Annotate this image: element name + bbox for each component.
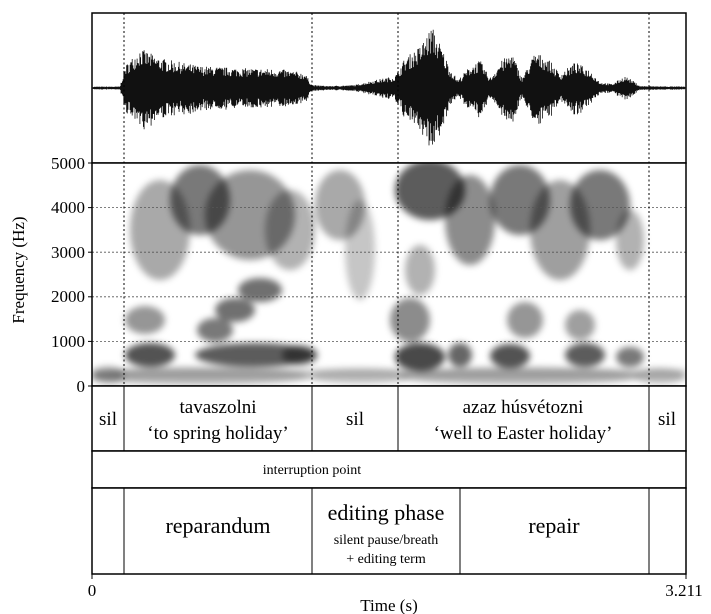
x-tick-label: 0 bbox=[88, 581, 97, 600]
point-tier bbox=[91, 450, 687, 489]
y-tick-label: 4000 bbox=[51, 198, 85, 217]
phase-tier bbox=[91, 487, 687, 575]
waveform bbox=[92, 29, 687, 146]
energy-region bbox=[507, 302, 543, 338]
interruption-point-label: interruption point bbox=[263, 463, 361, 478]
x-axis-label: Time (s) bbox=[360, 596, 417, 614]
word-gloss: ‘well to Easter holiday’ bbox=[434, 423, 613, 444]
x-tick-label: 3.211 bbox=[665, 581, 703, 600]
phase-sublabel: silent pause/breath bbox=[334, 533, 439, 548]
energy-region bbox=[616, 210, 644, 270]
energy-region bbox=[405, 245, 435, 295]
energy-region bbox=[197, 318, 233, 342]
energy-region bbox=[390, 298, 430, 342]
low-frequency-band bbox=[92, 369, 686, 379]
energy-region bbox=[125, 306, 165, 334]
phase-label: repair bbox=[528, 513, 580, 538]
energy-region bbox=[445, 175, 495, 265]
energy-region bbox=[195, 343, 315, 367]
word-label: sil bbox=[658, 409, 676, 430]
energy-region bbox=[125, 343, 175, 367]
word-gloss: ‘to spring holiday’ bbox=[147, 423, 288, 444]
boundary-lines bbox=[123, 13, 650, 386]
energy-region bbox=[282, 345, 318, 365]
word-label: tavaszolni bbox=[179, 397, 256, 418]
energy-region bbox=[565, 310, 595, 340]
y-axis-label: Frequency (Hz) bbox=[9, 216, 28, 323]
word-label: sil bbox=[99, 409, 117, 430]
energy-region bbox=[565, 343, 605, 367]
energy-region bbox=[395, 343, 445, 371]
energy-region bbox=[215, 298, 255, 322]
frequency-gridlines bbox=[92, 207, 686, 342]
energy-region bbox=[448, 343, 472, 367]
energy-region bbox=[490, 344, 530, 368]
word-label: sil bbox=[346, 409, 364, 430]
phase-label: reparandum bbox=[165, 513, 270, 538]
energy-region bbox=[265, 190, 315, 270]
phase-label: editing phase bbox=[328, 500, 445, 525]
energy-region bbox=[345, 200, 375, 300]
x-axis: 0 3.211 Time (s) bbox=[88, 574, 703, 614]
spectrogram-energy bbox=[92, 163, 686, 385]
y-tick-label: 5000 bbox=[51, 154, 85, 173]
y-tick-label: 1000 bbox=[51, 332, 85, 351]
energy-region bbox=[570, 170, 630, 240]
y-tick-label: 2000 bbox=[51, 287, 85, 306]
word-tier bbox=[91, 385, 687, 452]
y-tick-label: 0 bbox=[77, 377, 86, 396]
y-axis: 0 1000 2000 3000 4000 5000 Frequency (Hz… bbox=[9, 154, 92, 396]
energy-region bbox=[616, 347, 644, 367]
waveform-trace bbox=[92, 29, 687, 146]
energy-region bbox=[238, 278, 282, 302]
word-label: azaz húsvétozni bbox=[463, 397, 584, 418]
phase-sublabel: + editing term bbox=[346, 552, 426, 567]
y-tick-label: 3000 bbox=[51, 243, 85, 262]
